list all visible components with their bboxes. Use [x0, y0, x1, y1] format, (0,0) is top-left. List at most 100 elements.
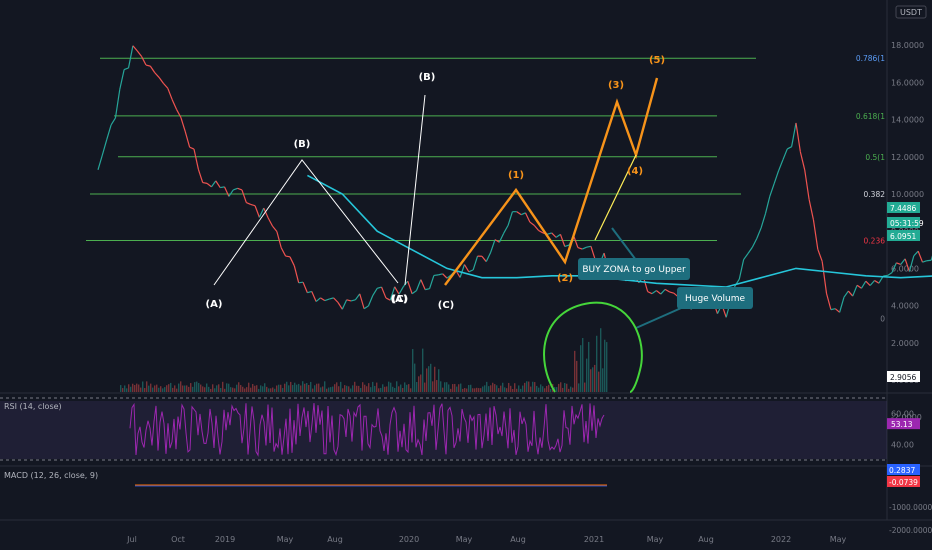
volume-bar: [248, 382, 250, 392]
volume-bar: [332, 386, 334, 392]
volume-bar: [490, 385, 492, 392]
price-segment: [267, 217, 274, 227]
macd-value-badge: [887, 464, 920, 475]
price-segment: [891, 262, 897, 273]
volume-bar: [462, 388, 464, 392]
price-segment: [167, 88, 173, 100]
volume-bar: [208, 386, 210, 392]
volume-bar: [398, 386, 400, 392]
price-badge: [887, 202, 920, 213]
time-axis-label: Jul: [126, 535, 137, 544]
buy-zone-callout-text: BUY ZONA to go Upper: [582, 265, 686, 275]
price-segment: [324, 298, 330, 302]
volume-bar: [544, 388, 546, 392]
price-segment: [669, 291, 675, 294]
volume-bar: [150, 383, 152, 392]
volume-bar: [492, 382, 494, 392]
volume-bar: [550, 388, 552, 392]
volume-bar: [180, 381, 182, 392]
volume-bar: [498, 388, 500, 392]
price-segment: [812, 219, 819, 250]
rsi-title: RSI (14, close): [4, 402, 62, 411]
volume-bar: [148, 385, 150, 392]
rsi-tick-label: 60.00: [891, 410, 914, 419]
volume-bar: [140, 387, 142, 392]
volume-bar: [404, 382, 406, 392]
volume-bar: [326, 388, 328, 392]
volume-bar: [330, 387, 332, 392]
price-segment: [398, 286, 404, 295]
volume-bar: [324, 381, 326, 392]
price-segment: [193, 148, 199, 170]
volume-bar: [472, 388, 474, 392]
price-segment: [206, 182, 212, 188]
volume-bar: [442, 387, 444, 392]
volume-bar: [268, 388, 270, 392]
price-segment: [507, 211, 514, 226]
price-segment: [280, 247, 287, 257]
volume-bar: [130, 386, 132, 392]
price-segment: [887, 272, 893, 276]
price-segment: [459, 264, 466, 278]
time-axis-label: 2020: [399, 535, 419, 544]
wave-label: (2): [557, 273, 573, 284]
volume-bar: [286, 381, 288, 392]
fib-level-label: 0: [880, 315, 885, 324]
price-segment: [529, 221, 535, 226]
volume-bar: [342, 388, 344, 392]
volume-bar: [446, 382, 448, 392]
volume-bar: [290, 381, 292, 392]
volume-bar: [120, 385, 122, 392]
volume-bar: [396, 381, 398, 392]
time-axis-label: 2021: [584, 535, 604, 544]
price-segment: [883, 274, 888, 277]
price-segment: [202, 181, 208, 184]
volume-bar: [178, 383, 180, 392]
volume-bar: [488, 386, 490, 392]
volume-bar: [236, 384, 238, 392]
volume-bar: [436, 380, 438, 392]
price-segment: [821, 261, 828, 294]
price-segment: [808, 199, 815, 220]
volume-bar: [526, 381, 528, 392]
volume-bar: [188, 386, 190, 392]
price-segment: [660, 288, 666, 295]
price-segment: [664, 288, 670, 293]
volume-bar: [460, 383, 462, 392]
currency-label: USDT: [900, 8, 922, 17]
price-segment: [311, 291, 317, 302]
volume-bar: [322, 386, 324, 392]
volume-bar: [502, 382, 504, 392]
volume-bar: [226, 383, 228, 392]
volume-bar: [176, 388, 178, 392]
volume-bar: [204, 387, 206, 392]
wave-label: (B): [419, 72, 436, 83]
price-segment: [874, 279, 880, 284]
wave-line: [213, 159, 399, 286]
price-segment: [220, 186, 225, 189]
volume-bar: [496, 385, 498, 392]
price-segment: [852, 285, 858, 297]
price-badge: [887, 230, 920, 241]
price-segment: [210, 180, 217, 188]
volume-bar: [476, 387, 478, 392]
price-series: [97, 45, 932, 318]
price-tick-label: -2.0000: [891, 413, 922, 422]
price-segment: [171, 99, 178, 110]
volume-bar: [132, 383, 134, 392]
price-segment: [559, 234, 566, 247]
volume-bar: [512, 388, 514, 392]
volume-bar: [566, 383, 568, 392]
volume-bar: [304, 383, 306, 392]
rsi-line: [129, 402, 605, 457]
volume-bar: [260, 385, 262, 392]
price-segment: [555, 233, 561, 238]
price-segment: [123, 67, 129, 71]
volume-bar: [348, 386, 350, 392]
volume-bar: [222, 381, 224, 392]
wave-label: (5): [649, 55, 665, 66]
volume-bar: [316, 383, 318, 392]
price-segment: [503, 225, 509, 234]
volume-bar: [136, 383, 138, 392]
